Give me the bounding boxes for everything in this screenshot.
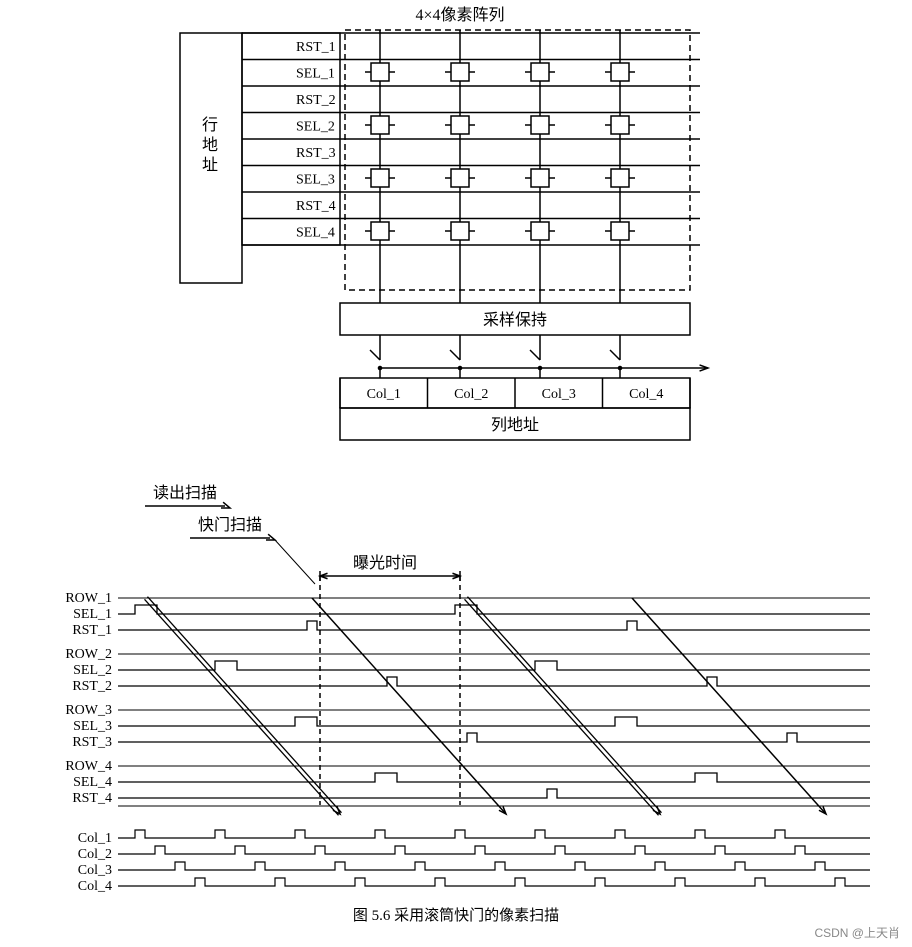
timing-signal bbox=[118, 605, 870, 614]
footer-credit: CSDN @上天肖 bbox=[814, 924, 900, 941]
pixel-array-outline bbox=[345, 30, 690, 290]
exposure-label: 曝光时间 bbox=[353, 554, 417, 572]
timing-row-label: ROW_3 bbox=[65, 703, 112, 718]
col-signal-label: Col_1 bbox=[367, 387, 401, 402]
figure-caption: 图 5.6 采用滚筒快门的像素扫描 bbox=[353, 907, 559, 924]
pixel-icon bbox=[371, 222, 389, 240]
col-address-label: 列地址 bbox=[491, 416, 539, 434]
row-signal-label: RST_2 bbox=[296, 93, 336, 108]
timing-row-label: ROW_2 bbox=[65, 647, 112, 662]
pixel-icon bbox=[531, 63, 549, 81]
sample-hold-label: 采样保持 bbox=[483, 311, 547, 329]
switch-icon bbox=[610, 350, 620, 360]
timing-row-label: RST_1 bbox=[72, 623, 112, 638]
col-signal-label: Col_2 bbox=[454, 387, 488, 402]
timing-signal bbox=[118, 789, 870, 798]
col-signal-label: Col_4 bbox=[629, 387, 663, 402]
pixel-icon bbox=[611, 63, 629, 81]
row-signal-label: SEL_4 bbox=[296, 226, 335, 241]
col-timing-label: Col_2 bbox=[78, 847, 112, 862]
row-signal-label: SEL_1 bbox=[296, 67, 335, 82]
timing-signal bbox=[118, 717, 870, 726]
pixel-icon bbox=[451, 116, 469, 134]
row-signal-label: RST_3 bbox=[296, 146, 336, 161]
col-timing-signal bbox=[118, 846, 870, 854]
pixel-icon bbox=[531, 116, 549, 134]
pixel-icon bbox=[531, 222, 549, 240]
array-title: 4×4像素阵列 bbox=[415, 6, 504, 24]
row-signal-label: RST_1 bbox=[296, 40, 336, 55]
col-timing-label: Col_4 bbox=[78, 879, 112, 894]
row-signal-label: SEL_2 bbox=[296, 120, 335, 135]
col-signal-label: Col_3 bbox=[542, 387, 576, 402]
col-timing-label: Col_1 bbox=[78, 831, 112, 846]
row-address-label: 址 bbox=[202, 156, 218, 174]
pixel-icon bbox=[451, 169, 469, 187]
pixel-icon bbox=[531, 169, 549, 187]
row-signal-label: SEL_3 bbox=[296, 173, 335, 188]
row-address-label: 地 bbox=[202, 136, 218, 154]
timing-row-label: RST_2 bbox=[72, 679, 112, 694]
pixel-icon bbox=[451, 63, 469, 81]
pixel-icon bbox=[611, 169, 629, 187]
switch-icon bbox=[370, 350, 380, 360]
shutter_lbl: 快门扫描 bbox=[198, 516, 262, 534]
switch-icon bbox=[450, 350, 460, 360]
switch-icon bbox=[530, 350, 540, 360]
col-timing-signal bbox=[118, 830, 870, 838]
timing-row-label: SEL_1 bbox=[73, 607, 112, 622]
col-timing-signal bbox=[118, 862, 870, 870]
timing-row-label: RST_4 bbox=[72, 791, 112, 806]
pixel-icon bbox=[611, 222, 629, 240]
row-address-label: 行 bbox=[202, 116, 218, 134]
pixel-icon bbox=[371, 116, 389, 134]
timing-signal bbox=[118, 661, 870, 670]
pixel-icon bbox=[611, 116, 629, 134]
row-signal-label: RST_4 bbox=[296, 199, 336, 214]
timing-signal bbox=[118, 773, 870, 782]
timing-row-label: ROW_4 bbox=[65, 759, 112, 774]
timing-row-label: SEL_2 bbox=[73, 663, 112, 678]
timing-row-label: SEL_4 bbox=[73, 775, 112, 790]
readout_lbl: 读出扫描 bbox=[153, 484, 217, 502]
timing-row-label: RST_3 bbox=[72, 735, 112, 750]
timing-row-label: ROW_1 bbox=[65, 591, 112, 606]
timing-row-label: SEL_3 bbox=[73, 719, 112, 734]
pixel-icon bbox=[451, 222, 469, 240]
pixel-icon bbox=[371, 169, 389, 187]
col-timing-label: Col_3 bbox=[78, 863, 112, 878]
pixel-icon bbox=[371, 63, 389, 81]
timing-signal bbox=[118, 677, 870, 686]
col-timing-signal bbox=[118, 878, 870, 886]
